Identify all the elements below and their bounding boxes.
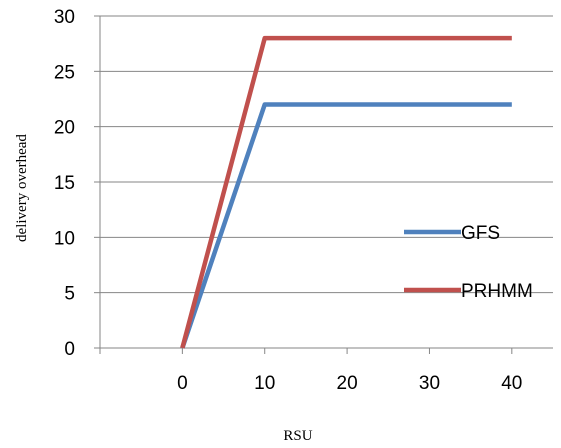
- legend: GFS PRHMM: [404, 223, 533, 302]
- y-tick-label: 10: [54, 228, 75, 249]
- y-tick-label: 5: [64, 284, 75, 305]
- y-tick-label: 20: [54, 118, 75, 139]
- x-tick-label: 10: [254, 373, 275, 394]
- legend-label-gfs: GFS: [461, 223, 500, 244]
- y-tick-label: 0: [64, 339, 75, 360]
- series-line-gfs: [180, 102, 512, 349]
- x-tick-label: 0: [177, 373, 188, 394]
- series-line-prhmm: [180, 35, 512, 349]
- x-tick-label: 40: [501, 373, 522, 394]
- y-axis-title: delivery overhead: [14, 134, 30, 242]
- series-group: [180, 35, 512, 349]
- legend-label-prhmm: PRHMM: [461, 281, 533, 302]
- y-tick-label: 30: [54, 7, 75, 28]
- x-tick-label: 20: [337, 373, 358, 394]
- y-tick-label: 25: [54, 62, 75, 83]
- gridlines: [100, 15, 553, 294]
- x-tick-label: 30: [419, 373, 440, 394]
- x-axis-title: RSU: [283, 428, 312, 444]
- axes: [94, 15, 553, 354]
- y-tick-label: 15: [54, 173, 75, 194]
- tick-labels: 0 5 10 15 20 25 30 0 10 20 30 40: [54, 7, 523, 394]
